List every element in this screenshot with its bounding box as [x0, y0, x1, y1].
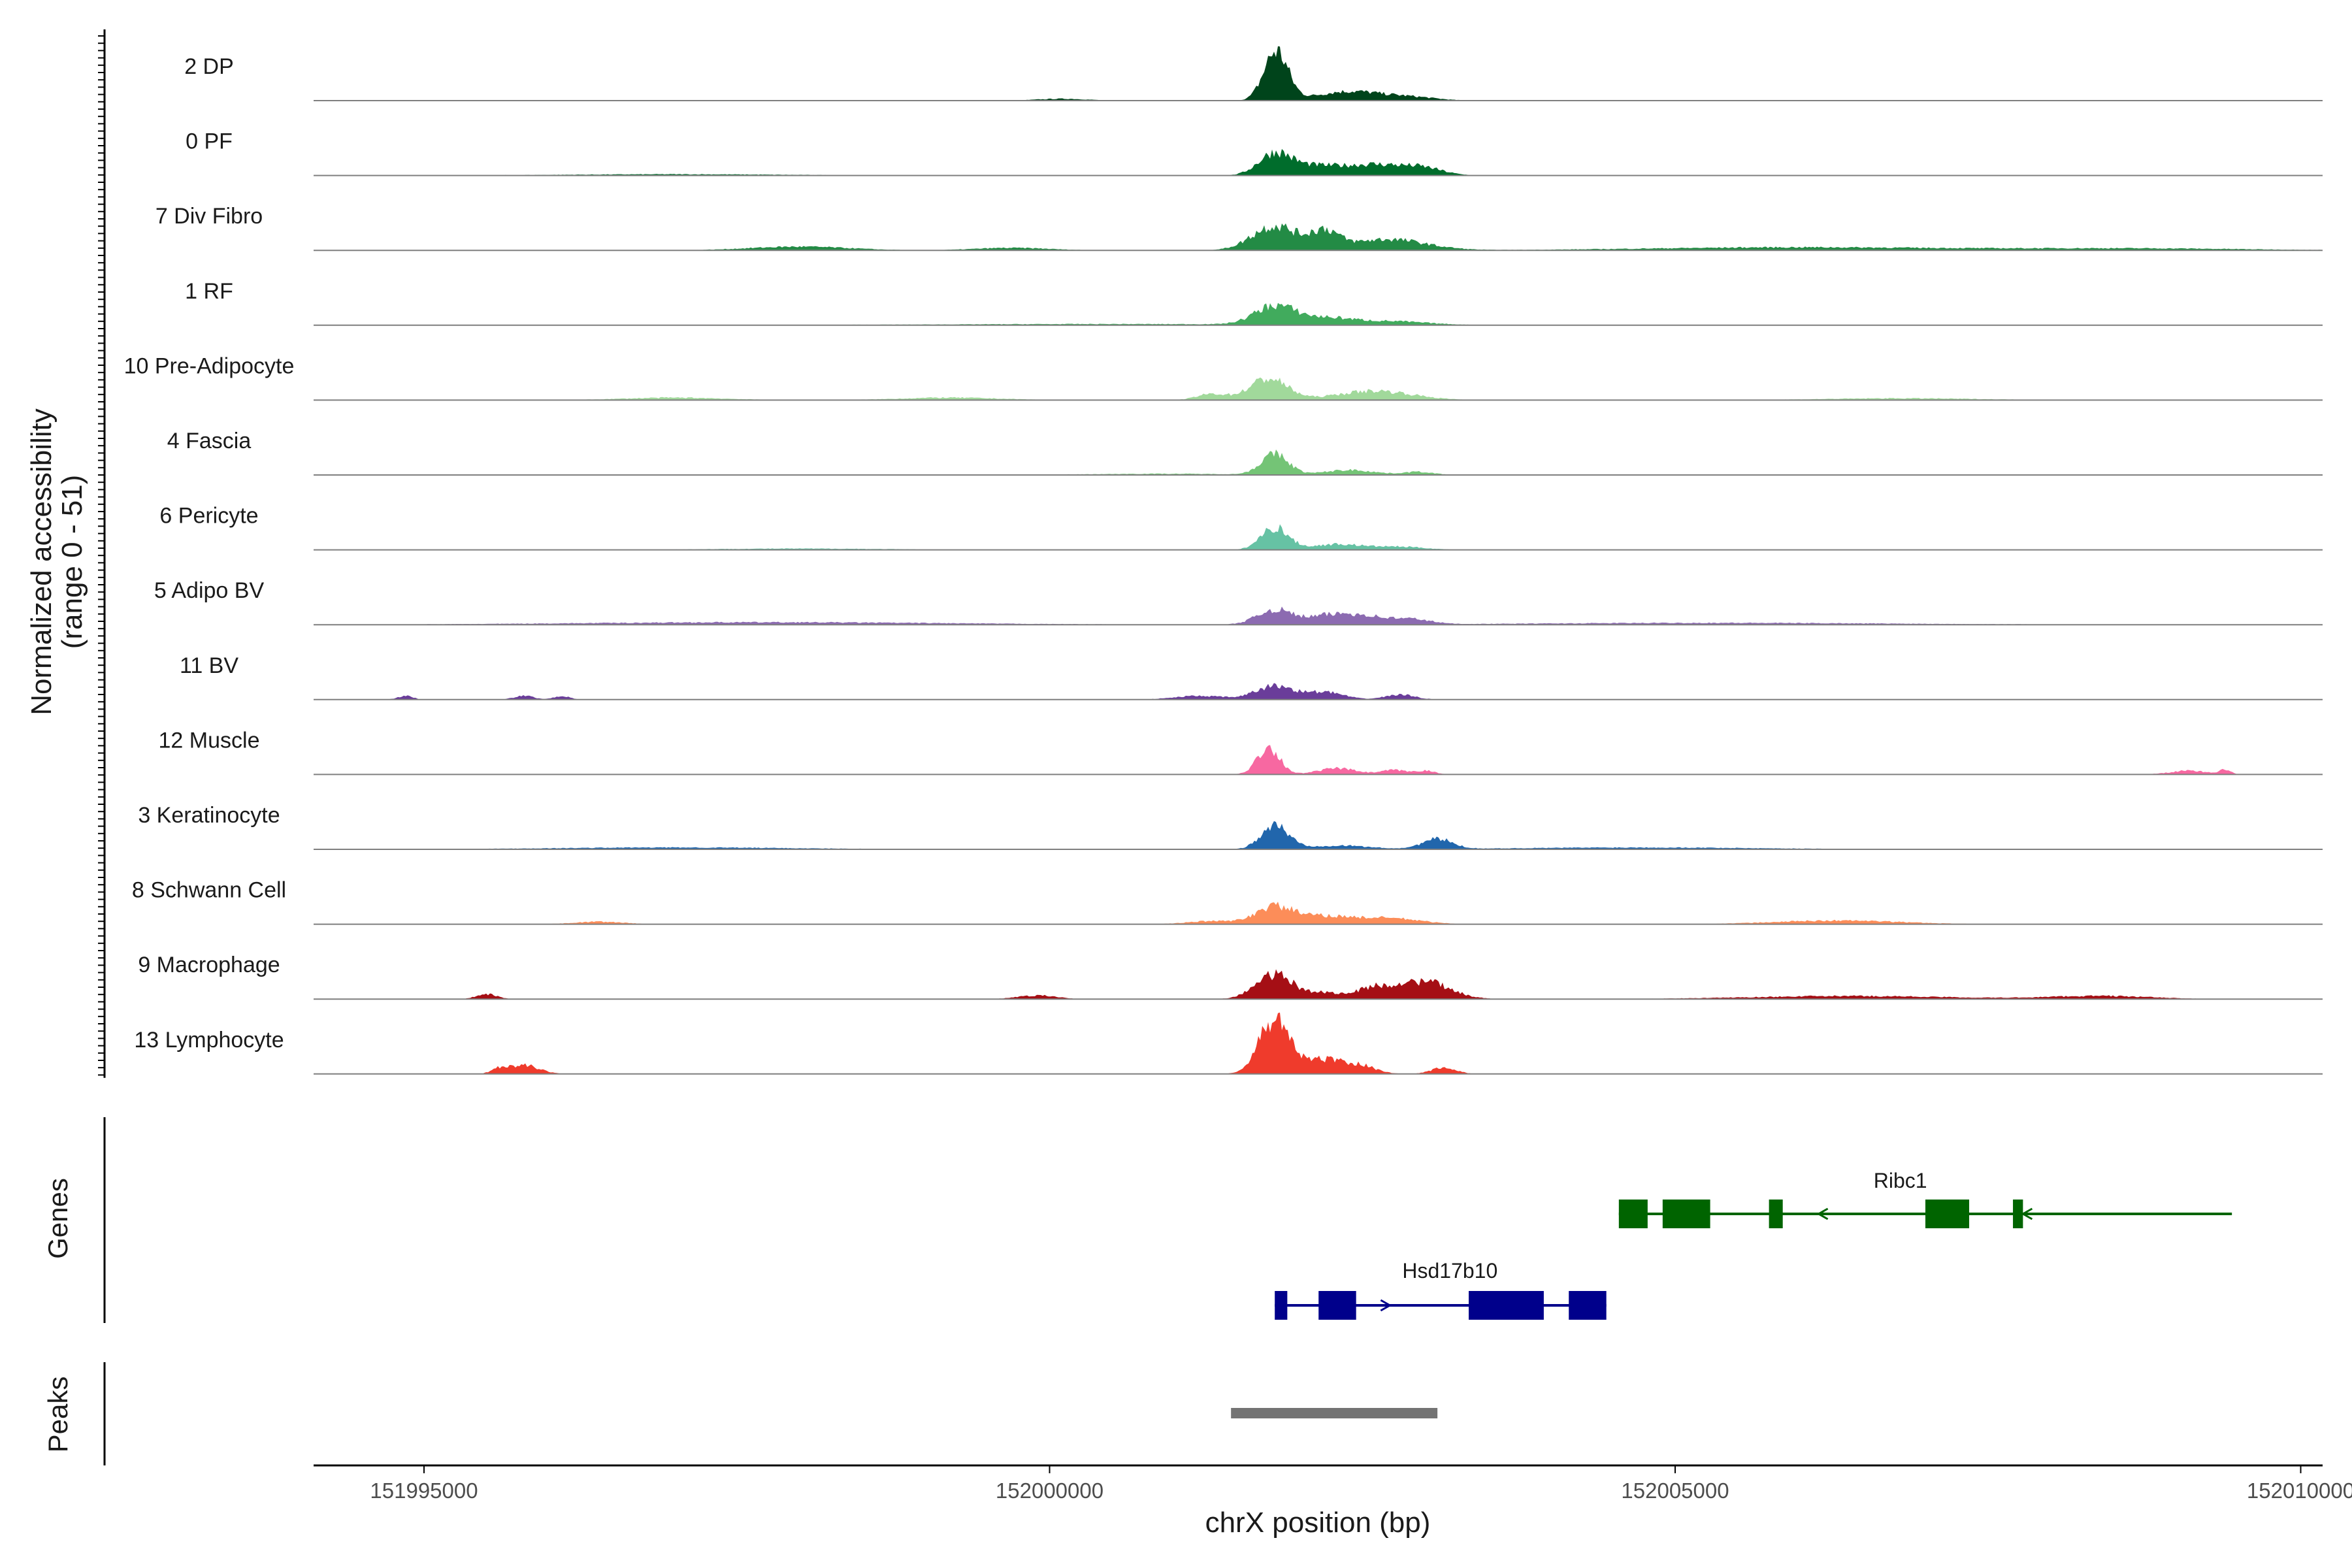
gene-exon: [1275, 1291, 1288, 1320]
track-1-rf: 1 RF: [185, 279, 2323, 326]
gene-label: Ribc1: [1874, 1169, 1927, 1192]
track-label: 0 PF: [186, 129, 233, 154]
gene-exon: [1925, 1200, 1970, 1228]
track-5-adipo-bv: 5 Adipo BV: [154, 578, 2323, 626]
gene-exon: [1769, 1200, 1783, 1228]
gene-label: Hsd17b10: [1402, 1259, 1497, 1282]
coverage-area: [314, 606, 2323, 625]
track-label: 4 Fascia: [167, 429, 252, 453]
strand-chevron-icon: [2021, 1207, 2033, 1220]
gene-exon: [1662, 1200, 1710, 1228]
coverage-area: [314, 524, 2323, 550]
track-9-macrophage: 9 Macrophage: [138, 953, 2323, 1000]
track-6-pericyte: 6 Pericyte: [159, 504, 2323, 551]
gene-exon: [1569, 1291, 1607, 1320]
x-tick-label: 152005000: [1621, 1478, 1729, 1503]
x-axis-title: chrX position (bp): [1205, 1507, 1431, 1539]
coverage-area: [314, 377, 2323, 400]
track-label: 11 BV: [180, 653, 238, 678]
coverage-area: [314, 902, 2323, 924]
gene-ribc1: Ribc1: [1618, 1169, 2232, 1228]
genes-panel-label: Genes: [42, 1178, 73, 1259]
x-tick-label: 152000000: [996, 1478, 1103, 1503]
track-8-schwann-cell: 8 Schwann Cell: [132, 878, 2323, 925]
gene-exon: [1469, 1291, 1544, 1320]
strand-chevron-icon: [1816, 1207, 1829, 1220]
peaks-panel-label: Peaks: [42, 1377, 73, 1453]
gene-exon: [1618, 1200, 1648, 1228]
track-label: 8 Schwann Cell: [132, 878, 286, 903]
coverage-tracks: 2 DP 0 PF 7 Div Fibro 1 RF 10 Pre-Adipocyte 4…: [124, 46, 2323, 1075]
track-0-pf: 0 PF: [186, 129, 2323, 176]
gene-hsd17b10: Hsd17b10: [1275, 1259, 1607, 1320]
x-tick-label: 151995000: [370, 1478, 478, 1503]
track-label: 7 Div Fibro: [155, 204, 263, 229]
track-label: 13 Lymphocyte: [134, 1028, 284, 1053]
peaks-track: [1231, 1408, 1438, 1418]
track-2-dp: 2 DP: [184, 46, 2323, 101]
track-label: 6 Pericyte: [159, 504, 258, 529]
track-4-fascia: 4 Fascia: [167, 429, 2323, 476]
x-axis-ticks: 151995000 152000000 152005000 152010000: [370, 1465, 2352, 1503]
coverage-area: [314, 46, 2323, 101]
y-axis-subtitle: (range 0 - 51): [56, 475, 88, 649]
left-axes: [98, 29, 106, 1465]
x-tick-label: 152010000: [2247, 1478, 2352, 1503]
peak-region: [1231, 1408, 1438, 1418]
coverage-area: [314, 821, 2323, 849]
coverage-area: [314, 745, 2323, 775]
coverage-area: [314, 1012, 2323, 1074]
track-3-keratinocyte: 3 Keratinocyte: [138, 803, 2323, 850]
genes-track: Ribc1 Hsd17b10: [1275, 1169, 2232, 1320]
track-7-div-fibro: 7 Div Fibro: [155, 204, 2323, 252]
track-label: 3 Keratinocyte: [138, 803, 280, 828]
track-label: 5 Adipo BV: [154, 578, 265, 603]
track-label: 10 Pre-Adipocyte: [124, 353, 295, 378]
track-10-pre-adipocyte: 10 Pre-Adipocyte: [124, 353, 2323, 401]
coverage-area: [314, 683, 2323, 700]
gene-exon: [2013, 1200, 2023, 1228]
coverage-area: [314, 223, 2323, 251]
track-11-bv: 11 BV: [180, 653, 2323, 700]
track-12-muscle: 12 Muscle: [159, 728, 2323, 776]
strand-chevron-icon: [1380, 1299, 1392, 1312]
track-label: 2 DP: [184, 54, 234, 79]
coverage-area: [314, 149, 2323, 176]
track-label: 12 Muscle: [159, 728, 260, 753]
track-13-lymphocyte: 13 Lymphocyte: [134, 1012, 2323, 1075]
track-label: 1 RF: [185, 279, 233, 304]
coverage-area: [314, 449, 2323, 475]
y-axis-title: Normalized accessibility: [25, 408, 57, 715]
coverage-area: [314, 302, 2323, 325]
coverage-area: [314, 969, 2323, 1000]
gene-exon: [1318, 1291, 1356, 1320]
track-label: 9 Macrophage: [138, 953, 280, 977]
